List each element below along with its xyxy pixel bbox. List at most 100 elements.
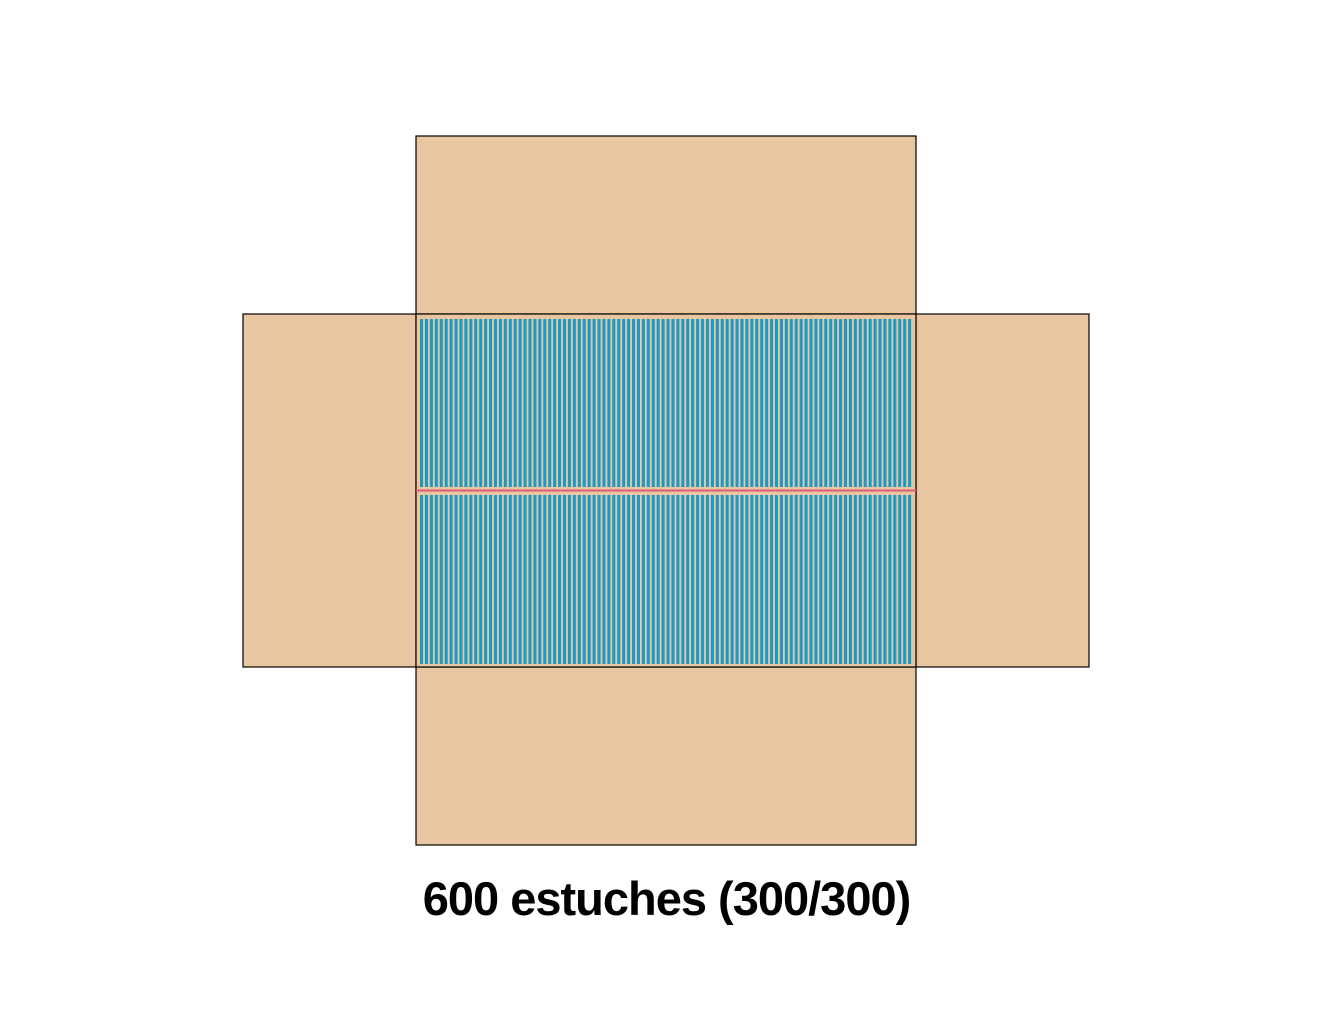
case-stripe bbox=[612, 319, 616, 487]
case-stripe bbox=[429, 319, 433, 487]
case-stripe bbox=[420, 319, 424, 487]
case-stripe bbox=[572, 495, 576, 664]
case-stripe bbox=[631, 319, 636, 487]
case-stripe bbox=[434, 495, 438, 664]
case-stripe bbox=[853, 495, 857, 664]
case-stripe bbox=[903, 495, 907, 664]
case-stripe bbox=[553, 495, 557, 664]
case-stripe bbox=[464, 495, 468, 664]
case-stripe bbox=[484, 495, 488, 664]
case-stripe bbox=[474, 319, 478, 487]
case-stripe bbox=[730, 319, 734, 487]
case-stripe bbox=[696, 495, 700, 664]
case-stripe bbox=[646, 495, 650, 664]
box-flap-right bbox=[915, 313, 1090, 668]
case-stripe bbox=[582, 319, 586, 487]
case-stripe bbox=[893, 319, 897, 487]
case-stripe bbox=[720, 319, 724, 487]
case-stripe bbox=[853, 319, 857, 487]
case-stripe bbox=[464, 319, 468, 487]
case-stripe bbox=[848, 495, 852, 664]
case-stripe bbox=[710, 319, 714, 487]
case-stripe bbox=[691, 495, 695, 664]
case-stripe bbox=[434, 319, 438, 487]
case-stripe bbox=[740, 319, 744, 487]
case-stripe bbox=[873, 495, 877, 664]
case-stripe bbox=[543, 319, 547, 487]
case-stripe bbox=[750, 319, 754, 487]
case-stripe bbox=[538, 319, 542, 487]
case-stripe bbox=[799, 319, 803, 487]
case-stripe bbox=[848, 319, 852, 487]
box-flap-bottom bbox=[415, 666, 917, 846]
case-stripe bbox=[755, 319, 759, 487]
case-stripe bbox=[641, 495, 645, 664]
case-stripe bbox=[750, 495, 754, 664]
case-stripe bbox=[765, 319, 769, 487]
case-stripe bbox=[898, 319, 902, 487]
case-stripe bbox=[705, 495, 709, 664]
case-stripe bbox=[715, 319, 719, 487]
case-stripe bbox=[671, 495, 675, 664]
case-stripe bbox=[612, 495, 616, 664]
case-stripe bbox=[829, 495, 833, 664]
case-stripe bbox=[839, 319, 843, 487]
case-stripe bbox=[641, 319, 645, 487]
case-stripe bbox=[868, 495, 872, 664]
case-stripe bbox=[720, 495, 724, 664]
case-stripe bbox=[740, 495, 744, 664]
case-stripe bbox=[597, 495, 601, 664]
case-stripe bbox=[656, 319, 660, 487]
case-stripe bbox=[508, 495, 512, 664]
case-stripe bbox=[567, 495, 571, 664]
case-stripe bbox=[701, 319, 705, 487]
case-stripe bbox=[681, 319, 685, 487]
case-stripe bbox=[819, 319, 823, 487]
case-stripe bbox=[908, 319, 912, 487]
case-stripe bbox=[518, 495, 522, 664]
case-stripe bbox=[582, 495, 586, 664]
case-stripe bbox=[420, 495, 424, 664]
case-stripe bbox=[474, 495, 478, 664]
case-stripe bbox=[898, 495, 902, 664]
case-stripe bbox=[602, 319, 606, 487]
case-stripe bbox=[888, 319, 892, 487]
case-row-top bbox=[420, 319, 913, 487]
case-stripe bbox=[774, 495, 779, 664]
case-stripe bbox=[553, 319, 557, 487]
case-stripe bbox=[558, 319, 562, 487]
case-stripe bbox=[444, 495, 448, 664]
case-stripe bbox=[627, 495, 631, 664]
case-stripe bbox=[770, 319, 774, 487]
case-stripe bbox=[696, 319, 700, 487]
case-stripe bbox=[469, 495, 473, 664]
case-stripe bbox=[627, 319, 631, 487]
case-stripe bbox=[863, 319, 867, 487]
case-stripe bbox=[543, 495, 547, 664]
case-stripe bbox=[779, 319, 783, 487]
box-flap-left bbox=[242, 313, 417, 668]
case-stripe bbox=[839, 495, 843, 664]
case-stripe bbox=[863, 495, 867, 664]
case-stripe bbox=[513, 319, 517, 487]
case-stripe bbox=[789, 495, 793, 664]
case-stripe bbox=[824, 495, 828, 664]
case-stripe bbox=[459, 495, 463, 664]
case-stripe bbox=[819, 495, 823, 664]
case-stripe bbox=[735, 319, 739, 487]
case-stripe bbox=[493, 495, 498, 664]
case-stripe bbox=[903, 319, 907, 487]
case-stripe bbox=[454, 495, 458, 664]
case-stripe bbox=[538, 495, 542, 664]
case-stripe bbox=[878, 319, 882, 487]
case-stripe bbox=[503, 495, 507, 664]
case-stripe bbox=[834, 319, 838, 487]
case-stripe bbox=[735, 495, 739, 664]
case-stripe bbox=[498, 495, 502, 664]
case-stripe bbox=[883, 495, 887, 664]
case-stripe bbox=[602, 495, 606, 664]
case-stripe bbox=[523, 319, 527, 487]
case-stripe bbox=[498, 319, 502, 487]
case-stripe bbox=[528, 319, 532, 487]
